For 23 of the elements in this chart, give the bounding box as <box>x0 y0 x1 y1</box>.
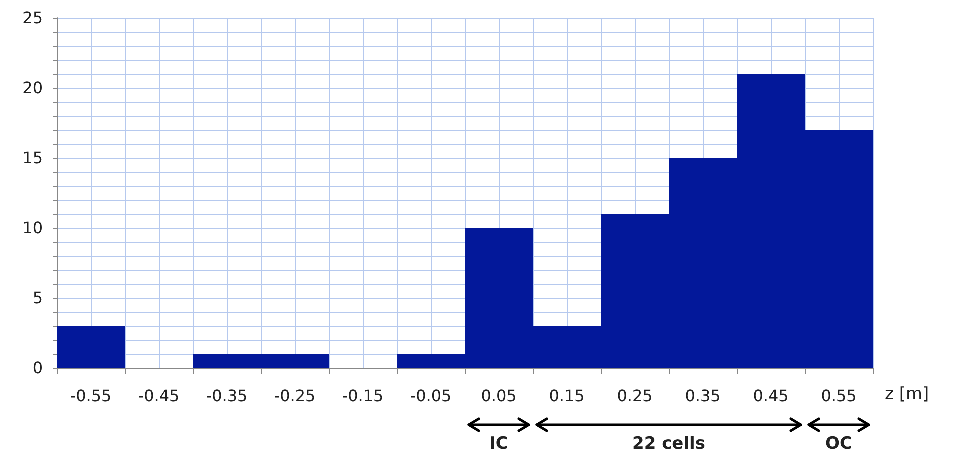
x-tick-label: 0.45 <box>753 386 789 406</box>
x-tick-label: 0.35 <box>685 386 721 406</box>
x-tick-label: -0.25 <box>274 386 316 406</box>
text: 22 cells <box>632 434 706 454</box>
y-tick-label: 20 <box>22 78 43 98</box>
x-tick-label: 0.05 <box>481 386 517 406</box>
y-tick-label: 25 <box>22 8 43 28</box>
x-tick-label: 0.25 <box>617 386 653 406</box>
x-tick-label: 0.15 <box>549 386 585 406</box>
y-tick-label: 0 <box>32 358 43 378</box>
bar <box>57 326 125 368</box>
x-tick-label: -0.45 <box>138 386 180 406</box>
y-tick-label: 5 <box>32 288 43 308</box>
text: IC <box>490 434 508 454</box>
x-tick-label: -0.05 <box>410 386 452 406</box>
x-axis-title: z [m] <box>885 384 930 404</box>
x-tick-label: -0.35 <box>206 386 248 406</box>
x-tick-label: -0.55 <box>70 386 112 406</box>
x-tick-label: 0.55 <box>821 386 857 406</box>
y-tick-label: 15 <box>22 148 43 168</box>
x-tick-label: -0.15 <box>342 386 384 406</box>
text: OC <box>826 434 852 454</box>
y-tick-label: 10 <box>22 218 43 238</box>
